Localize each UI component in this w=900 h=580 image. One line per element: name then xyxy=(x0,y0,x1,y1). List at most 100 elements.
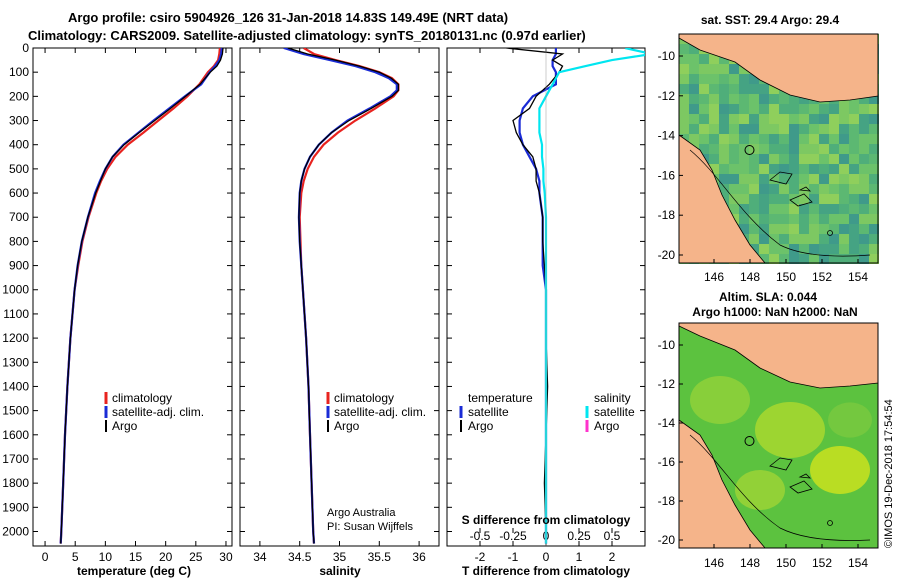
map-lat-label: -12 xyxy=(658,89,676,103)
sst-cell xyxy=(869,114,879,124)
sst-cell xyxy=(779,154,789,164)
sst-cell xyxy=(739,74,749,84)
depth-tick-label: 1100 xyxy=(3,307,29,321)
sst-cell xyxy=(779,94,789,104)
sst-cell xyxy=(809,184,819,194)
sst-cell xyxy=(829,124,839,134)
sst-cell xyxy=(769,244,779,254)
x-tick-label: 1 xyxy=(576,550,583,564)
s-diff-tick-label: 0.25 xyxy=(567,529,591,543)
depth-tick-label: 200 xyxy=(9,89,29,103)
sst-cell xyxy=(709,124,719,134)
sla-blob xyxy=(755,402,825,458)
axes-layer: 0100200300400500600700800900100011001200… xyxy=(2,41,645,564)
sst-cell xyxy=(749,214,759,224)
series-climatology xyxy=(59,48,221,544)
sst-cell xyxy=(719,164,729,174)
sst-cell xyxy=(859,214,869,224)
temperature-panel-frame xyxy=(32,47,233,547)
sst-cell xyxy=(809,124,819,134)
sst-cell xyxy=(729,174,739,184)
sst-cell xyxy=(799,94,809,104)
sst-cell xyxy=(699,54,709,64)
s-diff-tick-label: -0.25 xyxy=(499,529,527,543)
difference-legend: temperature satellite Argo salinity sate… xyxy=(459,391,635,433)
sst-cell xyxy=(869,204,879,214)
sst-cell xyxy=(739,174,749,184)
sst-cell xyxy=(789,114,799,124)
sst-cell xyxy=(809,194,819,204)
sst-cell xyxy=(719,134,729,144)
sst-cell xyxy=(689,94,699,104)
sst-cell xyxy=(819,114,829,124)
sst-cell xyxy=(699,104,709,114)
sst-cell xyxy=(739,134,749,144)
sst-cell xyxy=(679,44,689,54)
sst-cell xyxy=(769,254,779,264)
sst-cell xyxy=(789,254,799,264)
sst-cell xyxy=(739,104,749,114)
map-lon-label: 146 xyxy=(704,270,724,284)
sst-cell xyxy=(769,204,779,214)
sst-cell xyxy=(799,104,809,114)
sst-cell xyxy=(819,184,829,194)
sst-cell xyxy=(729,64,739,74)
sst-cell xyxy=(849,144,859,154)
x-tick-label: 25 xyxy=(189,550,203,564)
sst-cell xyxy=(699,64,709,74)
map-lat-label: -18 xyxy=(658,208,676,222)
sst-cell xyxy=(719,124,729,134)
x-tick-label: 20 xyxy=(159,550,173,564)
sst-cell xyxy=(749,234,759,244)
sst-cell xyxy=(859,174,869,184)
sst-cell xyxy=(769,234,779,244)
depth-tick-label: 2000 xyxy=(2,524,29,538)
sst-cell xyxy=(849,114,859,124)
sst-cell xyxy=(819,174,829,184)
sst-cell xyxy=(759,94,769,104)
legend-t-argo: Argo xyxy=(468,419,494,433)
sst-cell xyxy=(679,94,689,104)
sst-cell xyxy=(849,104,859,114)
legend-s-satellite: satellite xyxy=(594,405,635,419)
sst-cell xyxy=(709,84,719,94)
sst-cell xyxy=(869,144,879,154)
sst-cell xyxy=(819,134,829,144)
sst-cell xyxy=(689,124,699,134)
map-lon-label: 154 xyxy=(848,270,868,284)
sla-blob xyxy=(810,446,870,494)
depth-tick-label: 100 xyxy=(9,65,29,79)
sst-cell xyxy=(869,134,879,144)
sst-cell xyxy=(689,134,699,144)
sst-cell xyxy=(729,74,739,84)
sst-cell xyxy=(709,144,719,154)
sst-cell xyxy=(869,184,879,194)
sst-cell xyxy=(739,154,749,164)
sst-cell xyxy=(679,54,689,64)
sst-cell xyxy=(849,184,859,194)
x-tick-label: 0 xyxy=(42,550,49,564)
x-tick-label: 15 xyxy=(129,550,143,564)
sst-cell xyxy=(839,144,849,154)
sst-cell xyxy=(849,194,859,204)
sst-cell xyxy=(819,104,829,114)
salinity-xlabel: salinity xyxy=(319,564,361,578)
sst-cell xyxy=(799,194,809,204)
depth-tick-label: 600 xyxy=(9,186,29,200)
sst-cell xyxy=(779,134,789,144)
sst-cell xyxy=(769,174,779,184)
sst-cell xyxy=(739,194,749,204)
series-t-argo xyxy=(506,48,565,544)
sst-cell xyxy=(779,204,789,214)
map-lon-label: 148 xyxy=(740,270,760,284)
sla-reefs xyxy=(769,457,813,494)
sst-cell xyxy=(719,174,729,184)
sst-cell xyxy=(809,114,819,124)
sst-cell xyxy=(849,164,859,174)
sst-cell xyxy=(839,134,849,144)
sst-cell xyxy=(719,74,729,84)
title-line-1: Argo profile: csiro 5904926_126 31-Jan-2… xyxy=(68,10,508,25)
sst-cell xyxy=(809,214,819,224)
sst-cell xyxy=(839,194,849,204)
sst-cell xyxy=(689,74,699,84)
